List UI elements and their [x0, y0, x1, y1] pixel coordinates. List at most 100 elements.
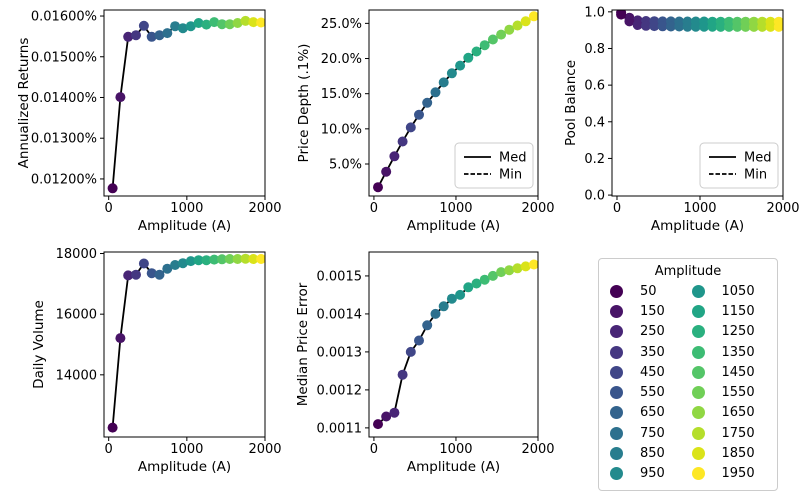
data-point	[422, 97, 433, 108]
data-point	[170, 260, 181, 270]
y-tick-label: 5.0%	[329, 158, 362, 173]
data-point	[123, 31, 134, 42]
data-point	[757, 21, 768, 32]
series-line-med	[377, 263, 535, 425]
legend-entry: 650	[610, 403, 692, 423]
data-point	[209, 254, 220, 265]
data-point	[773, 21, 783, 32]
legend-entry-label: 250	[640, 324, 665, 340]
y-tick-label: 25.0%	[321, 17, 362, 32]
data-point	[209, 17, 220, 28]
x-tick-label: 1000	[170, 442, 203, 457]
x-axis-label: Amplitude (A)	[407, 459, 500, 475]
data-point	[487, 34, 498, 45]
legend-entry-label: 450	[640, 364, 665, 380]
data-point	[422, 320, 433, 331]
data-point	[690, 21, 701, 32]
data-layer	[616, 10, 783, 32]
legend-entry-label: 1650	[721, 405, 755, 421]
data-point	[224, 254, 235, 264]
chart-pool-balance: 0 1000 2000 0.0 0.2 0.4 0.6 0.8 1.0 Amplitude (A)…	[563, 5, 800, 234]
y-tick-label: 0.01400%	[31, 91, 97, 106]
plot-frame	[103, 251, 266, 438]
legend-entry-label: 1050	[721, 283, 755, 299]
data-point	[397, 136, 408, 147]
legend-entry-label: 1550	[721, 385, 755, 401]
y-axis-label: Price Depth (.1%)	[296, 44, 312, 163]
legend-entry-label: 1450	[721, 364, 755, 380]
plot-legend-label: Min	[744, 168, 767, 183]
data-point	[520, 261, 531, 272]
data-point	[504, 265, 515, 276]
data-point	[397, 369, 408, 380]
data-point	[674, 21, 685, 32]
x-tick-label: 0	[370, 442, 378, 457]
data-point	[248, 254, 259, 264]
data-point	[520, 16, 531, 27]
data-point	[232, 18, 243, 28]
plot-legend-box	[454, 142, 534, 189]
legend-entry: 1650	[691, 403, 774, 423]
legend-color-dot	[691, 325, 705, 339]
legend-entry-label: 150	[640, 303, 665, 319]
data-point	[373, 419, 383, 430]
chart-daily-volume: 0 1000 2000 14000 16000 18000 Amplitude (A) Dai…	[31, 247, 282, 475]
legend-color-dot	[691, 365, 705, 379]
x-tick-label: 1000	[683, 201, 716, 216]
x-tick-label: 0	[105, 201, 113, 216]
legend-entry-label: 1150	[721, 303, 755, 319]
legend-entry: 1550	[691, 382, 774, 402]
legend-color-dot	[691, 467, 705, 481]
data-point	[455, 60, 466, 71]
x-tick-label: 0	[370, 201, 378, 216]
data-point	[707, 21, 718, 32]
x-tick-label: 2000	[248, 442, 281, 457]
legend-color-dot	[610, 325, 623, 339]
legend-entries: 50 150 250 350 450 550 650 750 850 950 1050 1150 125…	[599, 281, 777, 484]
y-tick-label: 0.0013	[317, 345, 363, 360]
data-point	[657, 21, 668, 32]
y-tick-label: 0.0015	[317, 269, 363, 284]
data-point	[381, 166, 392, 177]
legend-entry-label: 350	[640, 344, 665, 360]
x-tick-label: 1000	[439, 201, 472, 216]
data-point	[115, 92, 126, 103]
x-tick-label: 2000	[248, 201, 281, 216]
data-point	[665, 21, 676, 32]
data-point	[414, 335, 424, 346]
data-point	[724, 21, 734, 32]
data-point	[740, 21, 751, 32]
data-point	[185, 21, 196, 32]
data-point	[528, 11, 538, 22]
legend-color-dot	[691, 386, 705, 400]
data-point	[496, 267, 507, 278]
data-point	[240, 253, 251, 264]
data-point	[479, 40, 490, 51]
y-tick-label: 0.4	[584, 115, 605, 130]
y-tick-label: 15.0%	[321, 87, 362, 102]
legend-entry-label: 750	[640, 425, 665, 441]
y-tick-label: 20.0%	[321, 52, 362, 67]
y-tick-label: 10.0%	[321, 122, 362, 137]
data-point	[240, 15, 251, 26]
legend-entry-label: 1250	[721, 324, 755, 340]
data-point	[170, 21, 181, 32]
legend-entry: 750	[610, 423, 692, 443]
data-point	[193, 255, 204, 266]
legend-entry: 950	[610, 464, 692, 484]
plot-frame	[368, 9, 539, 197]
data-point	[438, 77, 449, 88]
y-tick-label: 0.01600%	[31, 10, 97, 25]
data-point	[487, 270, 498, 281]
legend-entry: 550	[610, 382, 692, 402]
y-tick-label: 1.0	[584, 5, 605, 20]
data-point	[479, 274, 490, 285]
x-tick-label: 1000	[170, 201, 203, 216]
data-layer	[373, 259, 538, 430]
data-point	[154, 30, 165, 41]
x-axis-label: Amplitude (A)	[138, 218, 231, 234]
legend-entry-label: 50	[640, 283, 657, 299]
legend-entry: 350	[610, 342, 692, 362]
data-point	[389, 407, 400, 418]
